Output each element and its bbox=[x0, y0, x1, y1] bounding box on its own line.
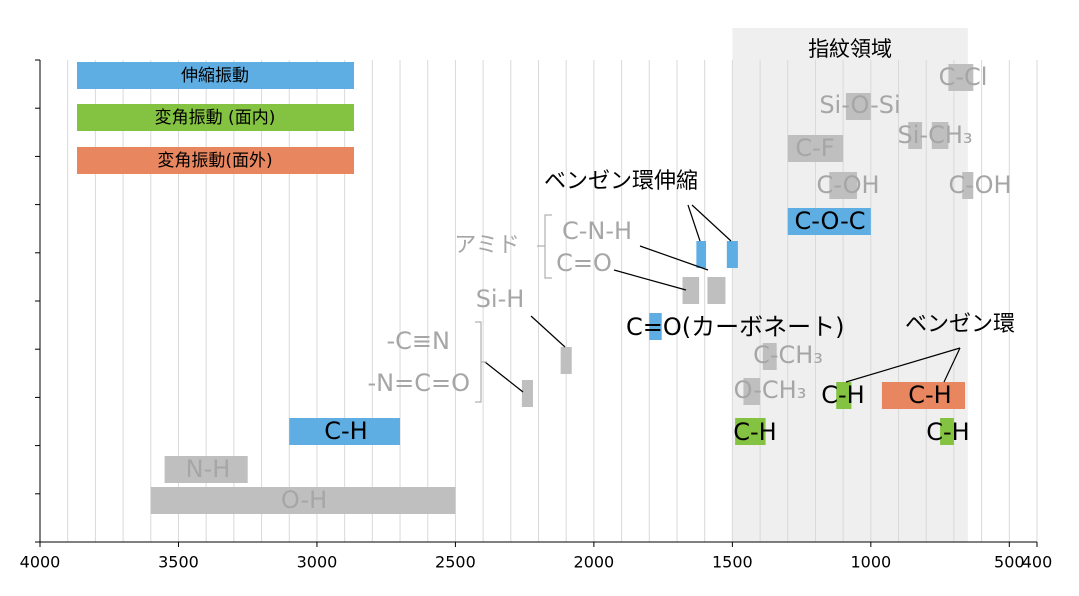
legend-label: 変角振動 (面内) bbox=[155, 108, 276, 128]
band-label: C=O(カーボネート) bbox=[626, 313, 844, 341]
band-label: N-H bbox=[186, 455, 231, 483]
band-label: C-H bbox=[821, 381, 864, 409]
band-bar bbox=[164, 456, 248, 483]
connector bbox=[943, 347, 961, 383]
annotation: アミド bbox=[454, 233, 520, 258]
band-label: O-CH₃ bbox=[734, 376, 807, 404]
band-bar bbox=[560, 347, 572, 374]
x-tick-label: 500 bbox=[994, 553, 1025, 572]
connector bbox=[845, 347, 961, 383]
brackets bbox=[475, 214, 552, 403]
band-bar bbox=[940, 418, 954, 445]
connector bbox=[613, 269, 687, 291]
band-bar bbox=[962, 172, 974, 199]
band-label: -N=C=O bbox=[368, 369, 470, 397]
band-label: O-H bbox=[281, 486, 327, 514]
band-bar bbox=[743, 378, 761, 405]
band-bar bbox=[289, 418, 401, 445]
band-bar bbox=[787, 208, 871, 235]
x-tick-label: 2000 bbox=[574, 553, 615, 572]
band-label: C-N-H bbox=[562, 217, 632, 245]
band-bar bbox=[829, 172, 857, 199]
bracket bbox=[537, 214, 552, 279]
x-tick-label: 3500 bbox=[158, 553, 199, 572]
band-label: C-H bbox=[908, 381, 951, 409]
bracket bbox=[475, 321, 487, 403]
band-bar bbox=[836, 382, 852, 409]
band-label: C-OH bbox=[816, 171, 879, 199]
band-bar bbox=[931, 122, 949, 149]
band-label: -C≡N bbox=[387, 327, 450, 355]
legend-label: 伸縮振動 bbox=[181, 66, 249, 86]
legend-label: 変角振動(面外) bbox=[157, 151, 272, 171]
band-bar bbox=[649, 313, 662, 340]
band-label: C-CH₃ bbox=[753, 341, 823, 369]
x-tick-label: 4000 bbox=[20, 553, 61, 572]
x-tick-label: 1500 bbox=[712, 553, 753, 572]
band-bar bbox=[682, 277, 700, 304]
band-bar bbox=[726, 241, 738, 268]
region-label: 指紋領域 bbox=[808, 37, 892, 61]
x-tick-label: 1000 bbox=[850, 553, 891, 572]
band-bar bbox=[735, 418, 766, 445]
band-bar bbox=[150, 487, 456, 514]
connector bbox=[691, 204, 732, 242]
x-tick-label: 2500 bbox=[435, 553, 476, 572]
band-label: Si-H bbox=[476, 285, 525, 313]
connector bbox=[687, 204, 701, 242]
band-bar bbox=[521, 380, 533, 407]
band-bar bbox=[881, 382, 965, 409]
band-label: C-OH bbox=[948, 171, 1011, 199]
band-label: C-F bbox=[795, 134, 834, 162]
band-label: C-O-C bbox=[794, 207, 865, 235]
band-bar bbox=[845, 93, 871, 120]
band-label: ベンゼン環伸縮 bbox=[544, 169, 698, 194]
band-label: C-H bbox=[926, 418, 969, 446]
connector bbox=[484, 361, 524, 393]
band-label: Si-O-Si bbox=[819, 91, 900, 119]
connectors bbox=[484, 204, 961, 393]
x-tick-label: 3000 bbox=[297, 553, 338, 572]
x-tick-label: 400 bbox=[1022, 553, 1053, 572]
band-bar bbox=[908, 122, 923, 149]
band-label: C=O bbox=[556, 249, 612, 277]
connector bbox=[530, 315, 566, 348]
band-label: C-H bbox=[324, 417, 367, 445]
band-bar bbox=[762, 343, 777, 370]
band-label: Si-CH₃ bbox=[898, 121, 973, 149]
band-bar bbox=[948, 64, 974, 91]
bars bbox=[77, 62, 974, 514]
legend-swatch bbox=[77, 104, 354, 131]
band-bar bbox=[707, 277, 726, 304]
band-bar bbox=[787, 135, 844, 162]
connector bbox=[639, 245, 709, 271]
band-label: C-Cl bbox=[939, 63, 988, 91]
legend-swatch bbox=[77, 62, 354, 89]
band-label: C-H bbox=[733, 418, 776, 446]
band-bar bbox=[696, 241, 707, 268]
legend-swatch bbox=[77, 147, 354, 174]
annotation: ベンゼン環 bbox=[905, 312, 1015, 337]
